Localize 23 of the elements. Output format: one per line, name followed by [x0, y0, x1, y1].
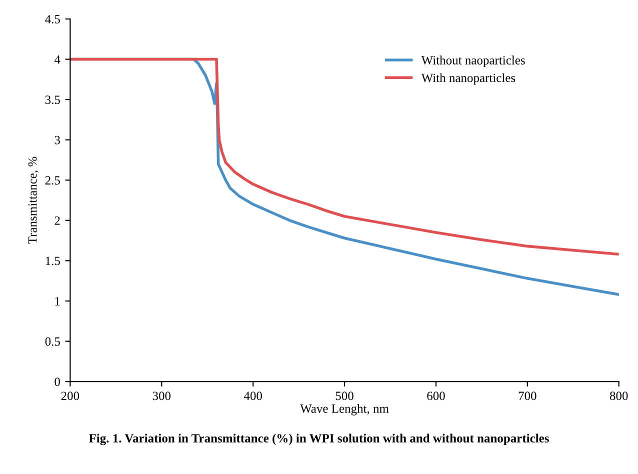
y-axis-title: Transmittance, % — [28, 156, 39, 244]
x-tick-label: 200 — [61, 392, 80, 400]
y-tick-label: 4.5 — [45, 15, 60, 24]
y-tick-label: 3 — [54, 136, 60, 144]
line-series — [70, 58, 619, 256]
y-tick-label: 2.5 — [45, 176, 60, 185]
y-tick-label: 0 — [54, 378, 60, 386]
y-tick-label: 2 — [54, 216, 60, 225]
x-tick-label: 500 — [336, 392, 354, 400]
x-tick-label: 700 — [518, 392, 536, 400]
caption: Fig. 1. Variation in Transmittance (%) in WPI solution with and without nanoparticles — [88, 434, 549, 446]
y-tick-label: 1.5 — [46, 256, 60, 266]
x-tick-label: 600 — [427, 392, 445, 400]
x-tick-label: 800 — [610, 392, 628, 400]
x-axis-title: Wave Lenght, nm — [300, 404, 389, 416]
x-tick-label: 400 — [244, 392, 262, 400]
legend-label: With nanoparticles — [421, 73, 516, 85]
legend-label: Without naoparticles — [421, 56, 525, 68]
y-tick-label: 3.5 — [45, 96, 60, 104]
y-tick-label: 0.5 — [45, 337, 60, 346]
x-tick-label: 300 — [152, 392, 171, 400]
y-tick-label: 1 — [55, 297, 60, 306]
y-tick-label: 4 — [54, 55, 60, 64]
